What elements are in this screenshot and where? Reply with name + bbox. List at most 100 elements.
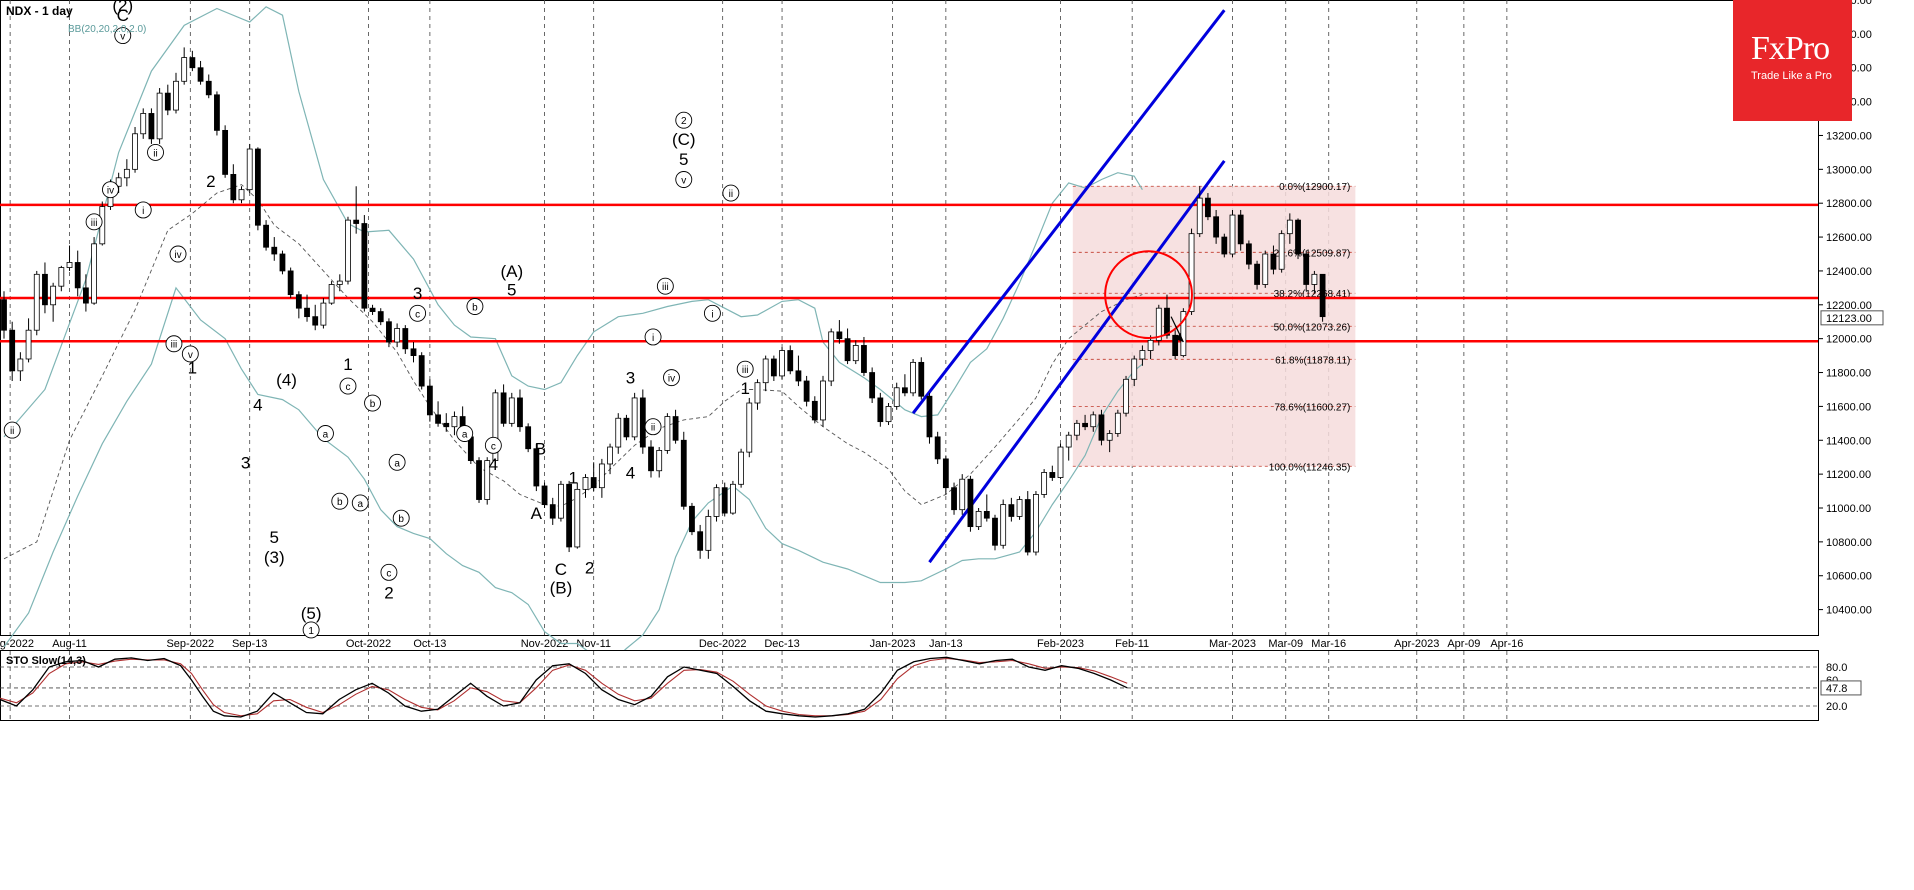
candle-body — [1278, 233, 1285, 270]
candle-body — [910, 361, 916, 394]
candle-body — [828, 331, 835, 382]
candle-body — [1008, 504, 1015, 517]
candle-body — [42, 273, 48, 306]
candle-body — [74, 262, 81, 289]
fib-level-label: 61.8%(11878.11) — [1275, 355, 1350, 366]
candle-body — [1114, 412, 1121, 434]
candle-body — [697, 531, 704, 551]
candle-body — [1188, 233, 1195, 312]
y-tick-label: 12400.00 — [1826, 266, 1872, 278]
candle-body — [1073, 422, 1080, 436]
wave-label: ii — [651, 423, 655, 434]
wave-label-circle — [85, 213, 103, 231]
candle-body — [590, 477, 597, 489]
wave-label: iii — [662, 282, 669, 293]
wave-label: 1 — [343, 355, 352, 374]
stoch-k-line — [0, 656, 1128, 718]
candle-body — [1229, 214, 1236, 255]
x-tick-label: Apr-09 — [1447, 638, 1480, 650]
candle-body — [377, 311, 384, 323]
x-tick-label: Jan-2023 — [870, 638, 916, 650]
candle-body — [369, 307, 376, 312]
wave-label: ii — [153, 148, 157, 159]
candle-body — [1033, 494, 1039, 553]
brand-tagline: Trade Like a Pro — [1751, 70, 1832, 82]
candle-body — [1286, 219, 1293, 235]
candle-body — [1180, 311, 1187, 356]
x-tick-label: Dec-13 — [764, 638, 799, 650]
wave-label: (3) — [264, 548, 285, 567]
candle-body — [197, 67, 204, 82]
candle-body — [1000, 504, 1007, 546]
x-tick-label: Nov-11 — [576, 638, 611, 650]
candle-body — [312, 316, 319, 326]
wave-label: b — [398, 514, 404, 525]
wave-label-circle — [656, 277, 674, 295]
candle-body — [1254, 263, 1260, 285]
candle-body — [713, 487, 720, 517]
candle-body — [181, 57, 188, 82]
candle-body — [33, 273, 40, 331]
wave-label: B — [535, 440, 546, 459]
candle-body — [852, 345, 859, 362]
wave-label-circle — [331, 492, 349, 510]
candle-body — [148, 113, 155, 140]
wave-label-circle — [644, 328, 662, 346]
candle-body — [164, 92, 171, 111]
candle-body — [320, 302, 327, 326]
candle-body — [66, 262, 73, 268]
wave-label: 3 — [626, 369, 635, 388]
candle-body — [418, 355, 425, 387]
candle-body — [426, 385, 433, 416]
y-tick-label: 13200.00 — [1826, 130, 1872, 142]
wave-label: b — [472, 302, 478, 313]
y-tick-label: 12000.00 — [1826, 334, 1872, 346]
candle-body — [877, 397, 884, 423]
candle-body — [795, 370, 802, 382]
wave-label: 5 — [270, 528, 279, 547]
y-tick-label: 10800.00 — [1826, 537, 1872, 549]
candle-body — [926, 395, 933, 438]
wave-label-circle — [317, 425, 334, 442]
wave-label-circle — [644, 418, 662, 436]
wave-label: A — [531, 504, 543, 523]
candle-body — [648, 446, 654, 472]
candle-body — [951, 487, 957, 511]
wave-label: 5 — [679, 150, 688, 169]
candle-body — [615, 417, 622, 448]
y-tick-label: 12600.00 — [1826, 232, 1872, 244]
x-tick-label: Apr-16 — [1490, 638, 1523, 650]
candle-body — [1139, 350, 1146, 360]
candle-body — [336, 280, 343, 285]
candle-body — [1295, 219, 1301, 255]
stoch-d-line — [0, 657, 1128, 717]
wave-label: 5 — [507, 281, 516, 300]
wave-label-circle — [466, 298, 484, 315]
candle-body — [238, 189, 245, 201]
candle-body — [582, 477, 589, 490]
wave-label: 2 — [206, 172, 215, 191]
candle-body — [279, 253, 286, 272]
candle-body — [607, 446, 613, 465]
candle-body — [58, 267, 65, 287]
x-tick-label: Aug-11 — [52, 638, 87, 650]
wave-label-circle — [169, 245, 187, 263]
wave-label: 4 — [489, 455, 498, 474]
candle-body — [1049, 472, 1056, 478]
wave-label: iv — [174, 250, 181, 261]
candle-body — [918, 361, 925, 397]
candle-body — [533, 448, 540, 487]
y-tick-label: 10600.00 — [1826, 571, 1872, 583]
candle-body — [451, 416, 458, 428]
candle-body — [631, 397, 638, 438]
x-tick-label: Oct-13 — [413, 638, 446, 650]
wave-label-circle — [114, 27, 132, 45]
candle-body — [746, 402, 753, 453]
x-tick-label: Sep-13 — [232, 638, 267, 650]
candle-body — [50, 285, 57, 306]
wave-label: c — [386, 568, 391, 579]
candle-body — [1303, 253, 1310, 285]
wave-label-circle — [675, 111, 693, 129]
wave-label-circle — [456, 425, 474, 442]
